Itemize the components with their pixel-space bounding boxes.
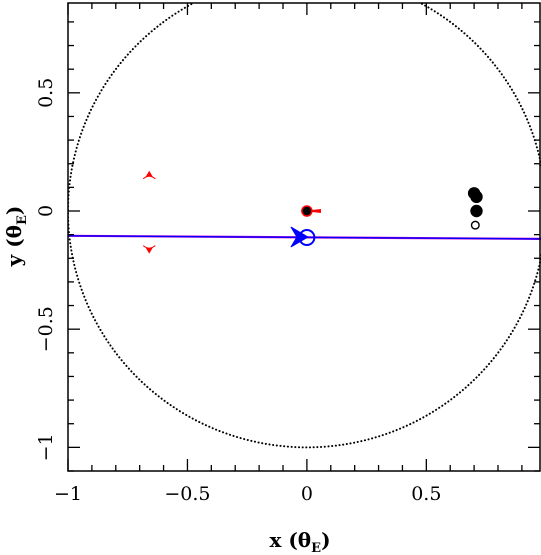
y-tick-label: 0.5 [35,78,57,108]
caustic-cusp [142,170,156,180]
plot-frame-layer [67,2,541,472]
plot-frame [67,2,541,472]
x-axis-title-sub: E [311,541,321,555]
y-tick-label: −1 [35,433,57,461]
y-tick-label: −0.5 [35,306,57,352]
tick-labels-layer: −1 −0.5 0 0.5 −1 −0.5 0 0.5 [35,78,441,505]
x-tick-label: −1 [54,483,82,505]
y-axis-title-main: y (θ [2,225,26,267]
x-axis-title: x (θE) [269,528,330,555]
x-tick-label: 0.5 [411,483,441,505]
y-tick-label: 0 [35,205,57,217]
direction-arrow [290,226,309,248]
x-axis-title-close: ) [321,528,330,552]
lens-component [470,204,483,218]
x-tick-label: 0 [301,483,313,505]
caustic-cusp [142,245,156,254]
central-lens [301,205,313,217]
einstein-ring-layer [68,3,541,449]
x-tick-label: −0.5 [164,483,210,505]
lens-component [470,190,483,204]
x-axis-title-main: x (θ [269,528,311,552]
y-axis-title-sub: E [15,215,30,225]
y-axis-title-close: ) [2,206,26,215]
caustic-cusp [307,208,321,214]
einstein-ring [68,3,541,449]
y-axis-title: y (θE) [2,206,30,268]
lens-component [470,220,480,230]
marker-layer [142,170,483,254]
ticks-layer [67,3,540,472]
